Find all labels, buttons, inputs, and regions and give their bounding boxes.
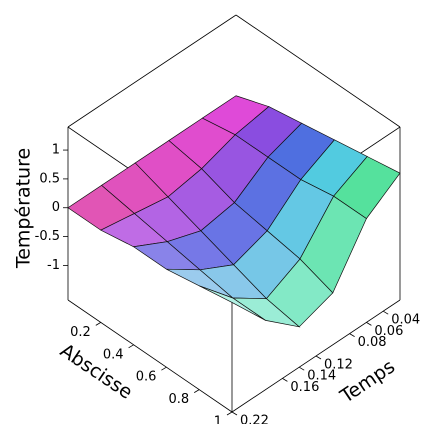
z-tick-label: -0.5 <box>35 229 60 244</box>
y-tick <box>349 333 355 337</box>
x-tick-label: 0.8 <box>169 392 190 407</box>
y-tick-label: 0.12 <box>324 358 353 373</box>
z-tick-label: 0 <box>52 200 60 215</box>
box-edge <box>67 299 233 413</box>
x-tick <box>161 366 167 371</box>
y-tick-label: 0.04 <box>391 313 420 328</box>
y-tick <box>231 411 238 416</box>
z-tick-label: -1 <box>47 258 60 273</box>
y-tick-label: 0.08 <box>358 335 387 350</box>
z-tick-label: 1 <box>52 143 60 158</box>
x-tick-label: 1 <box>214 415 222 425</box>
y-tick <box>298 366 305 371</box>
x-tick <box>95 322 102 326</box>
x-tick <box>193 389 200 393</box>
surface-cell <box>199 285 266 321</box>
x-tick-label: 0.4 <box>103 347 124 362</box>
y-tick-label: 0.22 <box>240 414 269 425</box>
x-tick-label: 0.6 <box>136 370 157 385</box>
x-axis-title: Abscisse <box>56 339 136 403</box>
y-tick <box>282 378 288 382</box>
z-tick-label: 0.5 <box>39 171 60 186</box>
z-axis-title: Température <box>13 148 35 269</box>
x-tick-label: 0.2 <box>70 325 91 340</box>
x-tick <box>226 411 233 416</box>
y-tick <box>382 310 389 315</box>
box-edge <box>67 14 237 128</box>
y-tick-label: 0.16 <box>290 380 319 395</box>
box-edge <box>235 14 401 128</box>
y-tick <box>366 322 372 326</box>
y-tick-label: 0.06 <box>374 324 403 339</box>
y-tick <box>315 355 322 360</box>
x-tick <box>128 344 134 349</box>
y-tick-label: 0.14 <box>307 369 336 384</box>
